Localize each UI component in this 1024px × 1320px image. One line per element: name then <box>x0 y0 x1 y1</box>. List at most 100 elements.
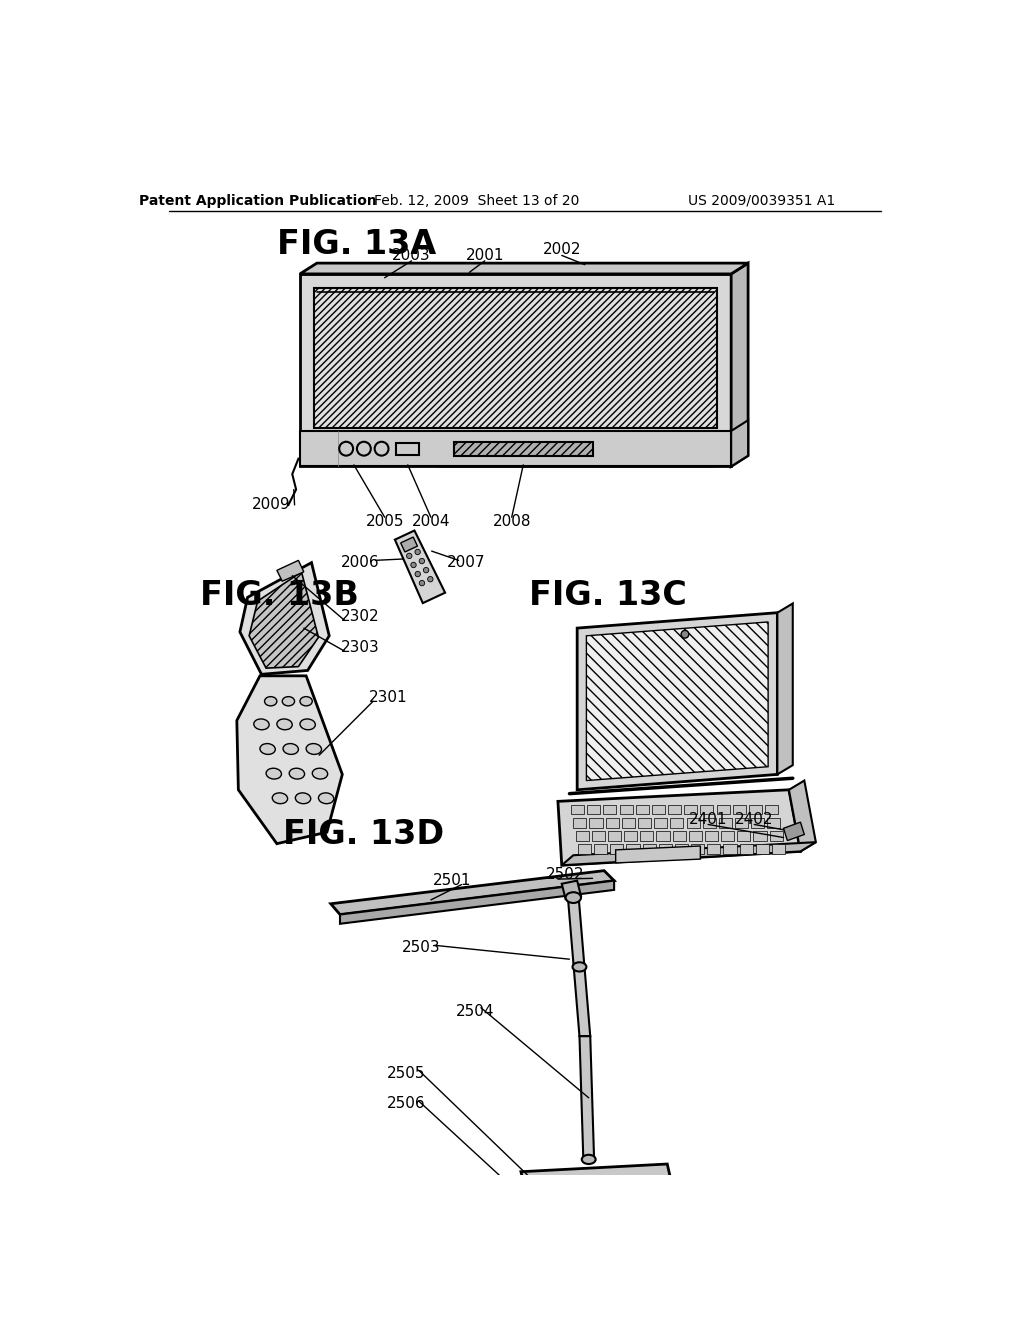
Ellipse shape <box>565 892 581 903</box>
Polygon shape <box>767 818 780 828</box>
Polygon shape <box>454 442 593 455</box>
Polygon shape <box>313 288 717 428</box>
Text: 2303: 2303 <box>341 640 380 655</box>
Polygon shape <box>705 832 718 841</box>
Circle shape <box>419 558 425 564</box>
Polygon shape <box>622 818 635 828</box>
Polygon shape <box>575 832 589 841</box>
Text: 2501: 2501 <box>433 873 472 888</box>
Polygon shape <box>673 832 686 841</box>
Polygon shape <box>573 818 587 828</box>
Polygon shape <box>562 842 816 866</box>
Text: 2506: 2506 <box>387 1097 426 1111</box>
Polygon shape <box>636 805 649 814</box>
Polygon shape <box>249 572 318 668</box>
Polygon shape <box>700 805 714 814</box>
Polygon shape <box>788 780 816 851</box>
Ellipse shape <box>289 768 304 779</box>
Text: 2504: 2504 <box>457 1005 495 1019</box>
Text: 2006: 2006 <box>341 556 379 570</box>
Polygon shape <box>733 805 745 814</box>
Polygon shape <box>594 845 607 854</box>
Polygon shape <box>438 455 733 466</box>
Text: FIG. 13B: FIG. 13B <box>200 579 358 612</box>
Polygon shape <box>671 818 683 828</box>
Polygon shape <box>603 805 616 814</box>
Polygon shape <box>568 898 590 1036</box>
Polygon shape <box>587 805 600 814</box>
Text: 2007: 2007 <box>447 556 485 570</box>
Polygon shape <box>737 832 751 841</box>
Polygon shape <box>770 832 782 841</box>
Polygon shape <box>756 845 769 854</box>
Text: Patent Application Publication: Patent Application Publication <box>138 194 377 207</box>
Polygon shape <box>331 871 614 915</box>
Ellipse shape <box>276 719 292 730</box>
Polygon shape <box>643 845 655 854</box>
Text: 2002: 2002 <box>543 242 581 257</box>
Polygon shape <box>638 818 651 828</box>
Polygon shape <box>658 845 672 854</box>
Polygon shape <box>578 612 777 789</box>
Ellipse shape <box>300 697 312 706</box>
Polygon shape <box>656 832 670 841</box>
Polygon shape <box>654 818 668 828</box>
Polygon shape <box>735 818 749 828</box>
Polygon shape <box>691 845 705 854</box>
Polygon shape <box>587 622 768 780</box>
Ellipse shape <box>266 768 282 779</box>
Polygon shape <box>558 789 801 866</box>
Polygon shape <box>590 818 602 828</box>
Polygon shape <box>340 880 614 924</box>
Text: 2301: 2301 <box>370 690 408 705</box>
Polygon shape <box>708 845 720 854</box>
Ellipse shape <box>306 743 322 755</box>
Polygon shape <box>640 832 653 841</box>
Polygon shape <box>562 880 581 899</box>
Text: FIG. 13C: FIG. 13C <box>529 579 687 612</box>
Polygon shape <box>300 263 749 275</box>
Polygon shape <box>724 845 736 854</box>
Text: 2302: 2302 <box>341 609 379 624</box>
Ellipse shape <box>582 1155 596 1164</box>
Polygon shape <box>300 430 731 466</box>
Polygon shape <box>752 818 764 828</box>
Circle shape <box>428 577 433 582</box>
Circle shape <box>423 568 429 573</box>
Text: 2001: 2001 <box>466 248 504 263</box>
Polygon shape <box>571 805 584 814</box>
Polygon shape <box>605 818 618 828</box>
Polygon shape <box>276 560 304 581</box>
Polygon shape <box>702 818 716 828</box>
Text: 2004: 2004 <box>412 515 451 529</box>
Polygon shape <box>652 805 665 814</box>
Circle shape <box>609 1205 617 1213</box>
Circle shape <box>415 572 421 577</box>
Ellipse shape <box>572 962 587 972</box>
Ellipse shape <box>318 793 334 804</box>
Text: FIG. 13D: FIG. 13D <box>283 818 444 851</box>
Ellipse shape <box>264 697 276 706</box>
Ellipse shape <box>272 793 288 804</box>
Polygon shape <box>765 805 778 814</box>
Text: 2009: 2009 <box>252 498 291 512</box>
Polygon shape <box>610 845 624 854</box>
Polygon shape <box>615 846 700 863</box>
Polygon shape <box>749 805 762 814</box>
Text: 2505: 2505 <box>387 1065 425 1081</box>
Polygon shape <box>772 845 785 854</box>
Polygon shape <box>754 832 767 841</box>
Text: US 2009/0039351 A1: US 2009/0039351 A1 <box>688 194 836 207</box>
Polygon shape <box>675 845 688 854</box>
Text: Feb. 12, 2009  Sheet 13 of 20: Feb. 12, 2009 Sheet 13 of 20 <box>375 194 580 207</box>
Polygon shape <box>608 832 621 841</box>
Polygon shape <box>668 805 681 814</box>
Text: 2003: 2003 <box>392 248 431 263</box>
Polygon shape <box>717 805 730 814</box>
Polygon shape <box>721 832 734 841</box>
Circle shape <box>407 553 412 558</box>
Text: 2402: 2402 <box>735 812 773 826</box>
Polygon shape <box>524 1181 671 1206</box>
Polygon shape <box>783 822 804 841</box>
Polygon shape <box>395 531 445 603</box>
